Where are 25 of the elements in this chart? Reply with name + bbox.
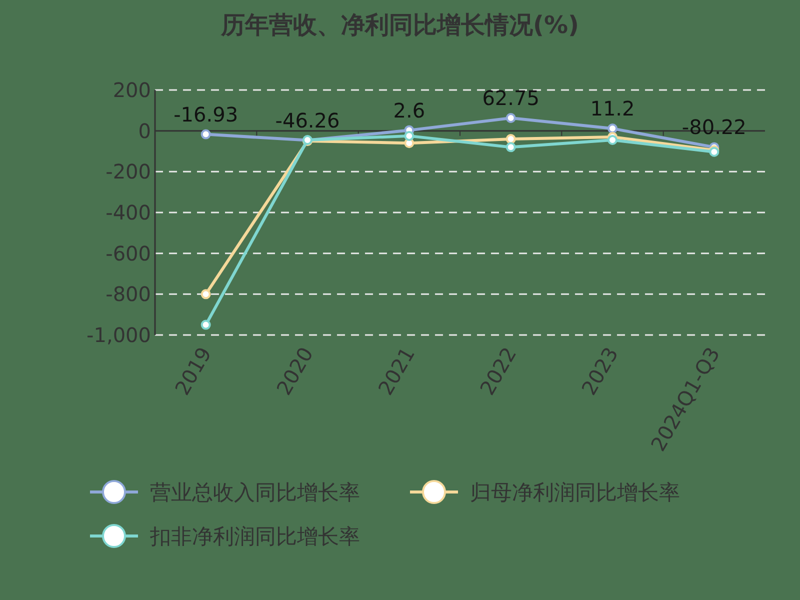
legend-label: 营业总收入同比增长率 (150, 480, 360, 504)
point (608, 124, 618, 134)
data-label: -16.93 (174, 102, 238, 126)
point (200, 129, 211, 140)
data-label: 62.75 (482, 86, 540, 110)
y-tick-label: 0 (138, 118, 151, 143)
point (506, 142, 516, 152)
point (404, 130, 414, 141)
y-tick-label: 200 (112, 78, 151, 102)
point (506, 134, 516, 144)
legend-label: 扣非净利润同比增长率 (149, 524, 360, 548)
point (200, 320, 211, 330)
y-tick-label: -400 (106, 200, 151, 224)
y-tick-label: -600 (106, 241, 151, 266)
point (608, 135, 618, 146)
data-label: 2.6 (393, 98, 426, 122)
data-label: -46.26 (275, 108, 340, 132)
point (200, 289, 211, 300)
y-tick-label: -200 (106, 160, 151, 184)
y-tick-label: -800 (106, 282, 151, 306)
legend-label: 归母净利润同比增长率 (470, 480, 680, 504)
data-label: 11.2 (590, 96, 635, 121)
y-tick-label: -1,000 (86, 323, 151, 347)
point (506, 113, 516, 124)
chart-title: 历年营收、净利同比增长情况(%) (220, 11, 579, 39)
